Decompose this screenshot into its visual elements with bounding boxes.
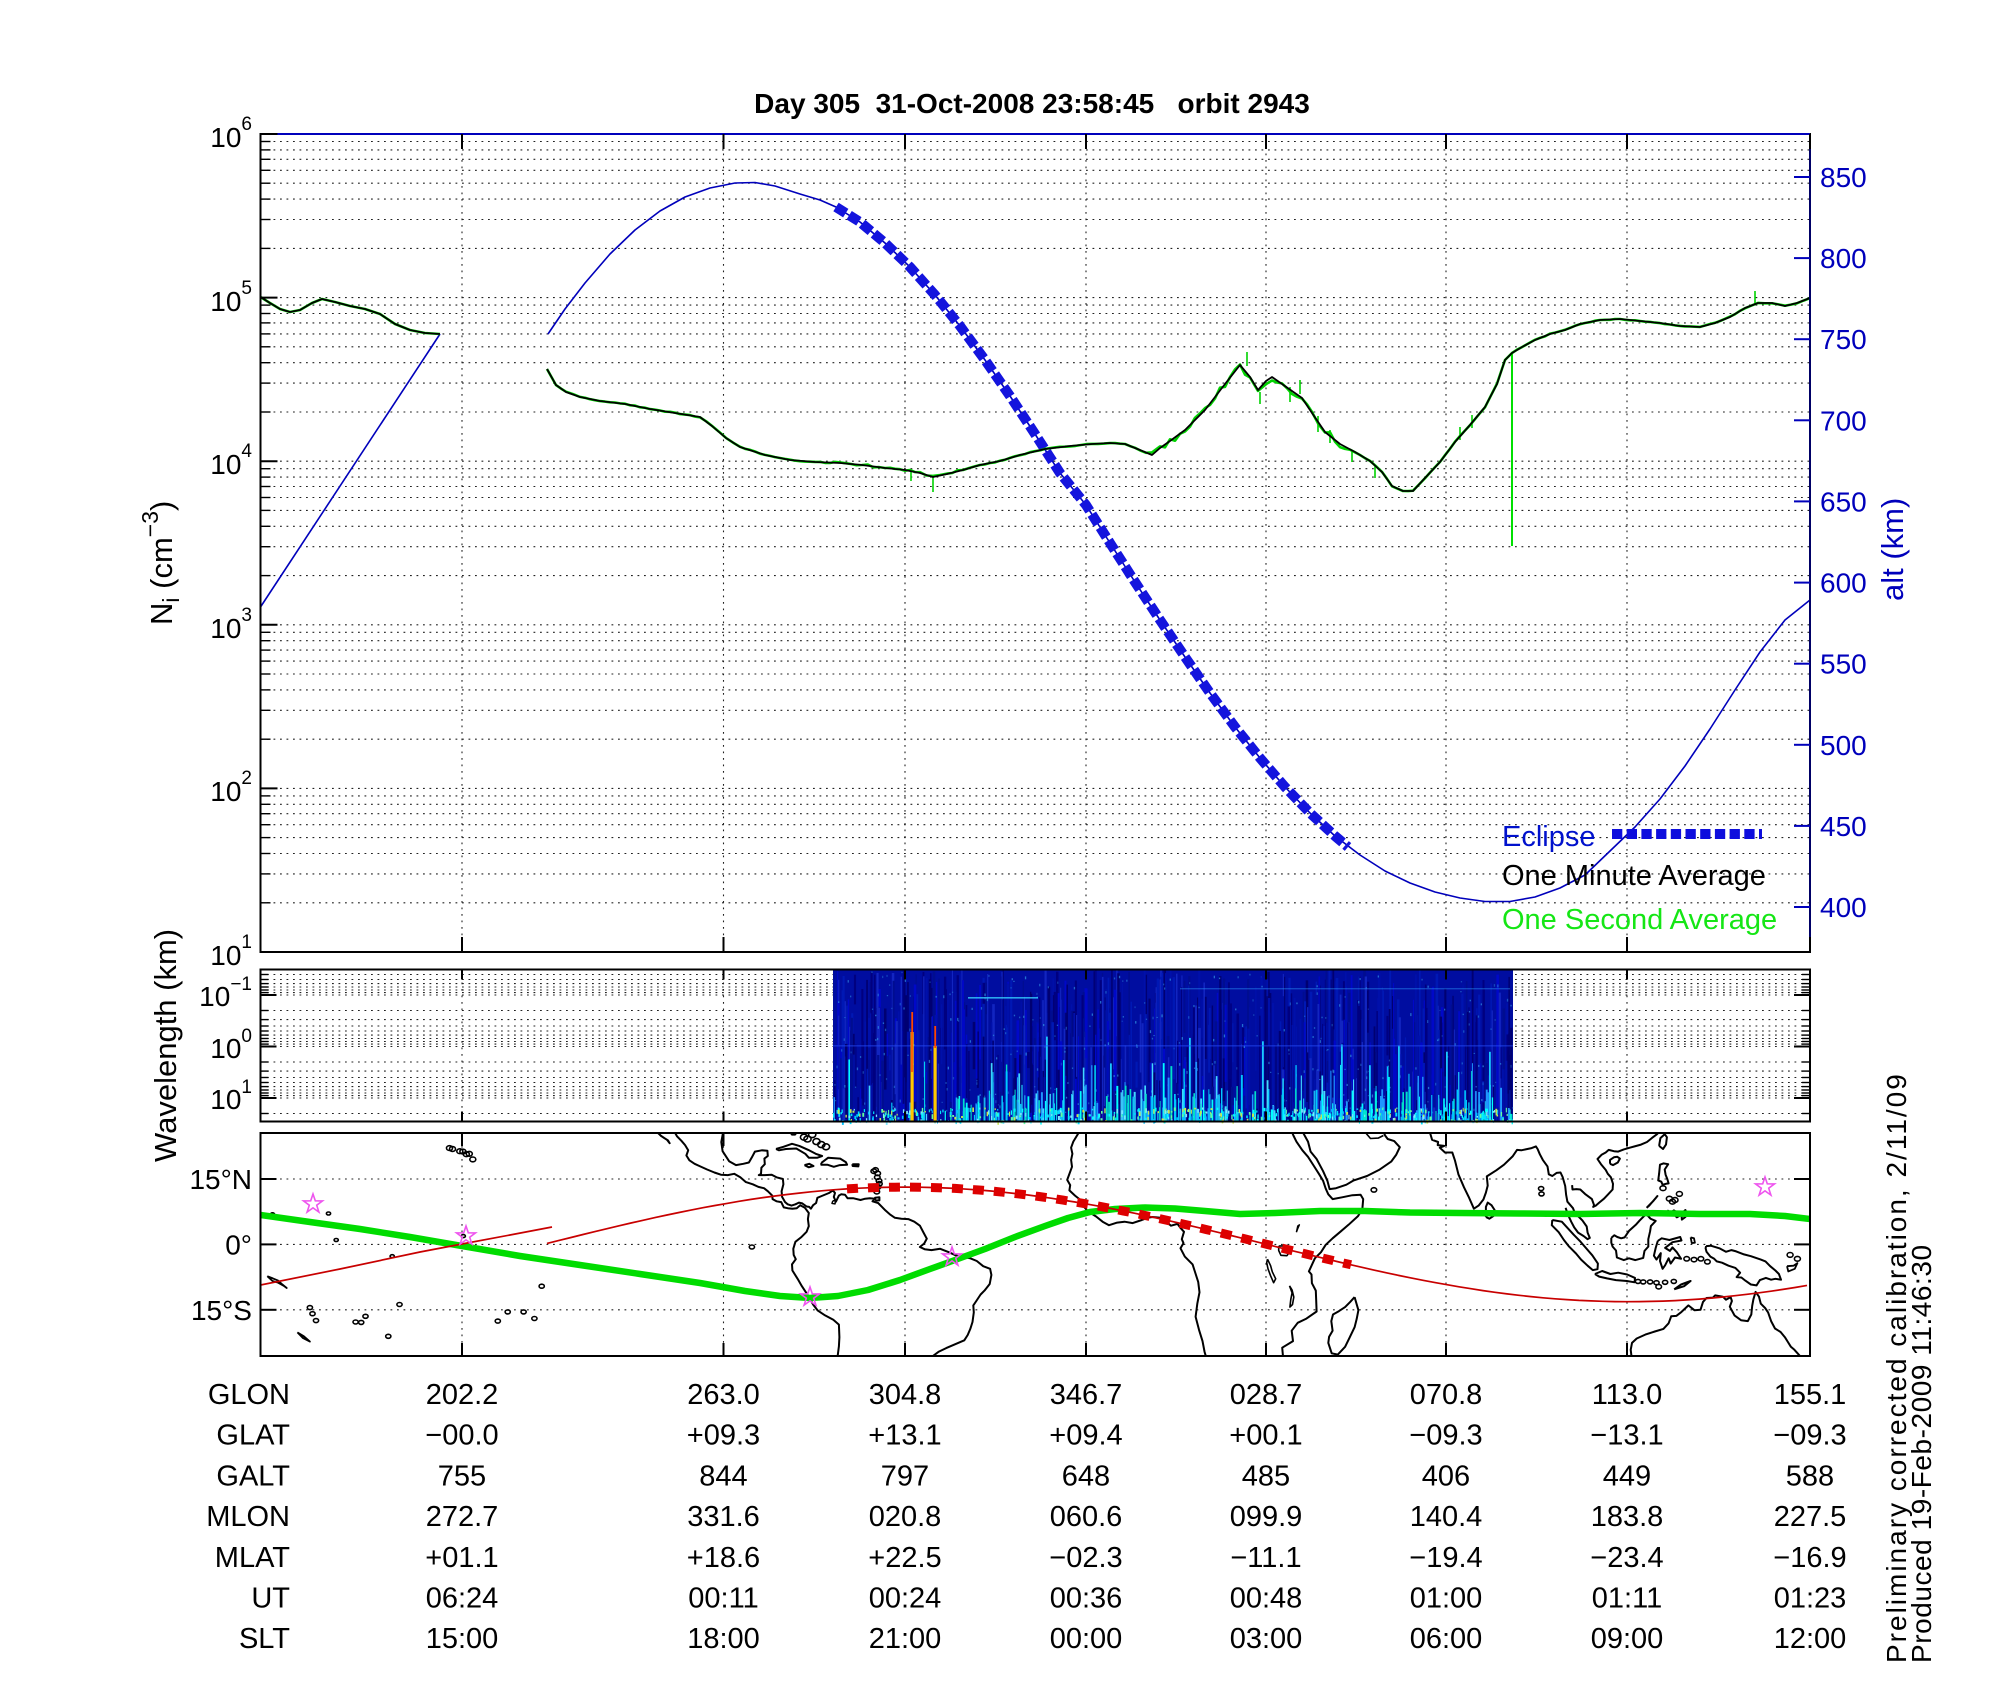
svg-text:06:24: 06:24 [426, 1583, 499, 1615]
svg-text:550: 550 [1820, 649, 1867, 680]
svg-text:406: 406 [1422, 1460, 1470, 1492]
svg-text:797: 797 [881, 1460, 929, 1492]
svg-text:GALT: GALT [216, 1460, 290, 1492]
svg-text:183.8: 183.8 [1591, 1501, 1664, 1533]
svg-text:−11.1: −11.1 [1230, 1542, 1301, 1574]
svg-text:304.8: 304.8 [869, 1379, 942, 1411]
svg-text:00:00: 00:00 [1050, 1623, 1123, 1655]
svg-text:15°S: 15°S [191, 1295, 252, 1326]
svg-text:−23.4: −23.4 [1590, 1542, 1663, 1574]
svg-text:03:00: 03:00 [1230, 1623, 1303, 1655]
svg-text:−13.1: −13.1 [1590, 1420, 1663, 1452]
svg-text:700: 700 [1820, 405, 1867, 436]
svg-text:+18.6: +18.6 [687, 1542, 760, 1574]
svg-text:750: 750 [1820, 324, 1867, 355]
svg-text:202.2: 202.2 [426, 1379, 499, 1411]
svg-text:755: 755 [438, 1460, 486, 1492]
svg-text:449: 449 [1603, 1460, 1651, 1492]
svg-text:−00.0: −00.0 [425, 1420, 498, 1452]
svg-text:−09.3: −09.3 [1409, 1420, 1482, 1452]
svg-text:331.6: 331.6 [687, 1501, 760, 1533]
svg-text:MLAT: MLAT [215, 1542, 290, 1574]
svg-text:+01.1: +01.1 [425, 1542, 498, 1574]
svg-text:0°: 0° [225, 1229, 252, 1260]
svg-text:263.0: 263.0 [687, 1379, 760, 1411]
svg-text:155.1: 155.1 [1774, 1379, 1847, 1411]
svg-text:−16.9: −16.9 [1773, 1542, 1846, 1574]
svg-text:450: 450 [1820, 811, 1867, 842]
svg-text:Eclipse: Eclipse [1502, 821, 1596, 853]
svg-text:272.7: 272.7 [426, 1501, 499, 1533]
svg-text:Produced 19-Feb-2009 11:46:30: Produced 19-Feb-2009 11:46:30 [1906, 1244, 1937, 1663]
svg-text:12:00: 12:00 [1774, 1623, 1847, 1655]
svg-text:650: 650 [1820, 486, 1867, 517]
svg-text:01:00: 01:00 [1410, 1583, 1483, 1615]
svg-text:Ni (cm−3): Ni (cm−3) [137, 501, 184, 625]
svg-text:GLAT: GLAT [216, 1420, 290, 1452]
svg-text:600: 600 [1820, 568, 1867, 599]
svg-text:+22.5: +22.5 [868, 1542, 941, 1574]
svg-text:070.8: 070.8 [1410, 1379, 1483, 1411]
svg-text:alt (km): alt (km) [1875, 498, 1910, 601]
svg-text:Day 305 31-Oct-2008 23:58:45: Day 305 31-Oct-2008 23:58:45 orbit 2943 [754, 88, 1310, 119]
svg-text:−09.3: −09.3 [1773, 1420, 1846, 1452]
svg-text:800: 800 [1820, 243, 1867, 274]
svg-text:15°N: 15°N [189, 1164, 252, 1195]
svg-text:346.7: 346.7 [1050, 1379, 1123, 1411]
svg-text:099.9: 099.9 [1230, 1501, 1303, 1533]
svg-text:−19.4: −19.4 [1409, 1542, 1482, 1574]
svg-text:09:00: 09:00 [1591, 1623, 1664, 1655]
svg-text:850: 850 [1820, 162, 1867, 193]
svg-text:227.5: 227.5 [1774, 1501, 1847, 1533]
svg-text:028.7: 028.7 [1230, 1379, 1303, 1411]
svg-text:−02.3: −02.3 [1049, 1542, 1122, 1574]
svg-text:00:24: 00:24 [869, 1583, 942, 1615]
svg-text:UT: UT [251, 1583, 290, 1615]
svg-text:21:00: 21:00 [869, 1623, 942, 1655]
svg-text:113.0: 113.0 [1592, 1379, 1662, 1411]
svg-text:020.8: 020.8 [869, 1501, 942, 1533]
svg-text:SLT: SLT [239, 1623, 290, 1655]
svg-text:485: 485 [1242, 1460, 1290, 1492]
svg-text:844: 844 [699, 1460, 747, 1492]
svg-text:01:23: 01:23 [1774, 1583, 1847, 1615]
svg-text:+09.3: +09.3 [687, 1420, 760, 1452]
svg-text:00:48: 00:48 [1230, 1583, 1303, 1615]
svg-text:+09.4: +09.4 [1049, 1420, 1122, 1452]
svg-text:060.6: 060.6 [1050, 1501, 1123, 1533]
svg-text:500: 500 [1820, 730, 1867, 761]
svg-text:648: 648 [1062, 1460, 1110, 1492]
svg-text:15:00: 15:00 [426, 1623, 499, 1655]
svg-text:18:00: 18:00 [687, 1623, 760, 1655]
svg-text:06:00: 06:00 [1410, 1623, 1483, 1655]
svg-text:Preliminary corrected calibrat: Preliminary corrected calibration, 2/11/… [1881, 1072, 1912, 1663]
svg-text:GLON: GLON [208, 1379, 290, 1411]
svg-text:MLON: MLON [206, 1501, 290, 1533]
svg-text:+00.1: +00.1 [1229, 1420, 1302, 1452]
svg-text:140.4: 140.4 [1410, 1501, 1483, 1533]
svg-text:One Second Average: One Second Average [1502, 904, 1777, 936]
svg-text:One Minute Average: One Minute Average [1502, 860, 1766, 892]
svg-text:588: 588 [1786, 1460, 1834, 1492]
svg-text:400: 400 [1820, 892, 1867, 923]
svg-text:+13.1: +13.1 [868, 1420, 941, 1452]
svg-text:00:36: 00:36 [1050, 1583, 1123, 1615]
svg-text:Wavelength (km): Wavelength (km) [148, 929, 183, 1162]
svg-text:01:11: 01:11 [1592, 1583, 1662, 1615]
svg-text:00:11: 00:11 [688, 1583, 758, 1615]
